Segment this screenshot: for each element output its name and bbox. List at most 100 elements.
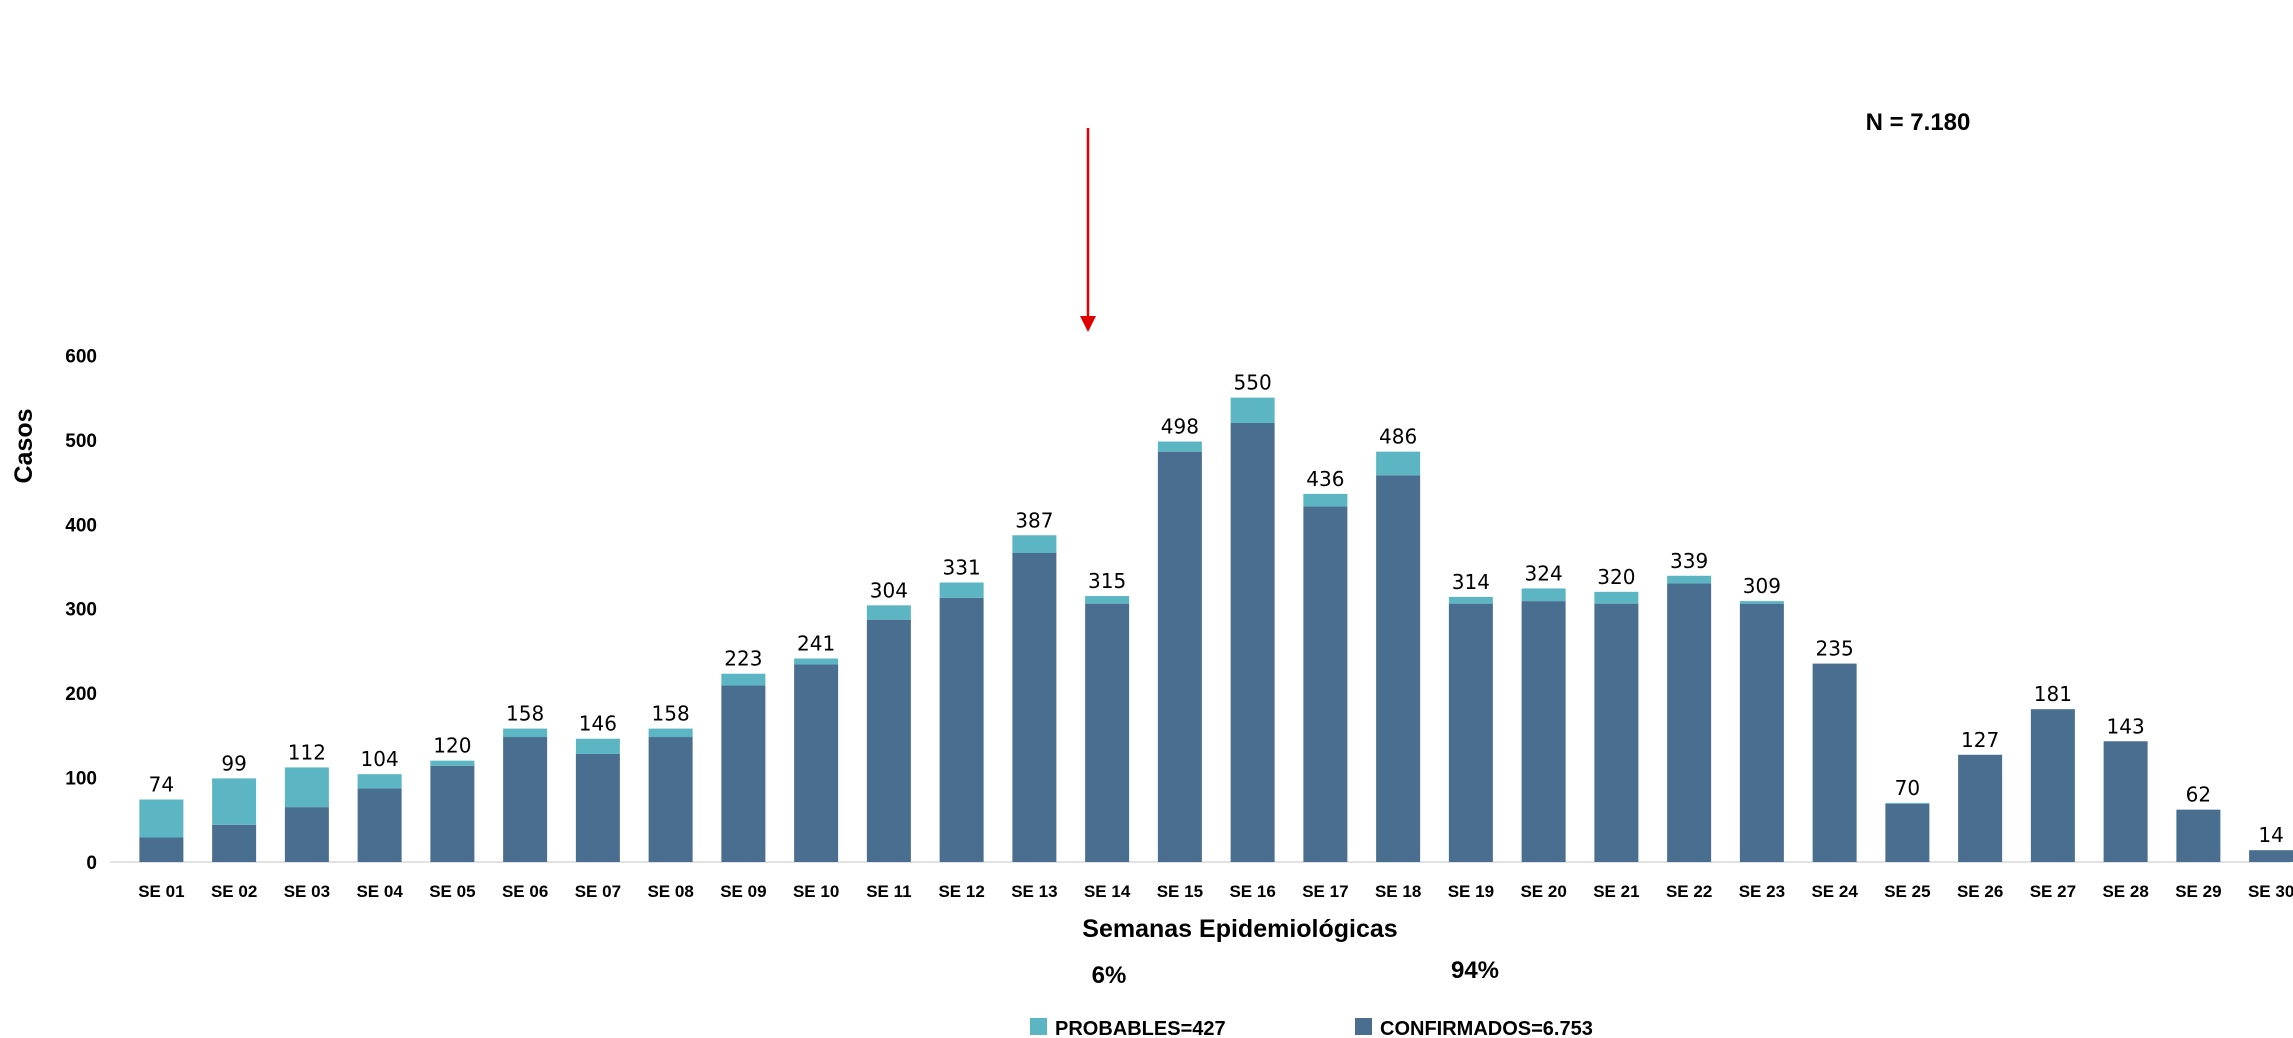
x-category-label: SE 24 bbox=[1811, 882, 1858, 901]
x-category-label: SE 29 bbox=[2175, 882, 2221, 901]
x-category-label: SE 15 bbox=[1157, 882, 1203, 901]
total-label: 112 bbox=[288, 740, 326, 764]
total-label: 181 bbox=[2034, 682, 2072, 706]
x-category-label: SE 17 bbox=[1302, 882, 1348, 901]
bar-confirmados bbox=[2030, 709, 2075, 862]
total-label: 331 bbox=[943, 556, 981, 580]
bar-probables bbox=[1230, 397, 1275, 423]
total-label: 158 bbox=[652, 702, 690, 726]
x-category-label: SE 09 bbox=[720, 882, 766, 901]
bar-probables bbox=[430, 760, 475, 766]
x-category-label: SE 20 bbox=[1520, 882, 1566, 901]
total-label: 498 bbox=[1161, 415, 1199, 439]
x-category-label: SE 02 bbox=[211, 882, 257, 901]
bar-confirmados bbox=[1594, 603, 1639, 862]
total-label: 14 bbox=[2258, 823, 2283, 847]
bar-confirmados bbox=[1376, 475, 1421, 862]
total-label: 550 bbox=[1234, 371, 1272, 395]
bar-probables bbox=[1594, 591, 1639, 604]
bar-probables bbox=[1448, 596, 1493, 604]
bar-probables bbox=[721, 673, 766, 686]
legend-label-probables: PROBABLES=427 bbox=[1055, 1018, 1226, 1038]
x-category-label: SE 27 bbox=[2030, 882, 2076, 901]
bar-confirmados bbox=[284, 807, 329, 862]
y-tick-label: 100 bbox=[65, 769, 97, 790]
bar-probables bbox=[1739, 601, 1784, 604]
total-label: 314 bbox=[1452, 570, 1490, 594]
total-label: 309 bbox=[1743, 574, 1781, 598]
bar-probables bbox=[503, 728, 548, 738]
total-label: 127 bbox=[1961, 728, 1999, 752]
x-category-label: SE 05 bbox=[429, 882, 475, 901]
x-category-label: SE 23 bbox=[1739, 882, 1785, 901]
category-labels-group: SE 01 SE 02 SE 03 SE 04 SE 05 SE 06 SE 07 SE 08… bbox=[138, 882, 2293, 901]
pct-probables: 6% bbox=[1092, 962, 1127, 989]
x-category-label: SE 08 bbox=[647, 882, 693, 901]
bar-probables bbox=[1012, 535, 1057, 553]
legend-swatch-confirmados bbox=[1355, 1018, 1372, 1035]
bar-probables bbox=[1521, 588, 1566, 602]
x-category-label: SE 01 bbox=[138, 882, 184, 901]
bar-confirmados bbox=[2176, 809, 2221, 862]
x-category-label: SE 03 bbox=[284, 882, 330, 901]
bar-confirmados bbox=[212, 824, 257, 862]
total-label: 143 bbox=[2107, 714, 2145, 738]
y-axis-ticks: 0 100 200 300 400 500 600 bbox=[65, 346, 97, 874]
x-category-label: SE 21 bbox=[1593, 882, 1639, 901]
y-tick-label: 400 bbox=[65, 515, 97, 536]
total-label: 436 bbox=[1306, 467, 1344, 491]
legend-swatch-probables bbox=[1030, 1018, 1047, 1035]
bar-confirmados bbox=[1230, 422, 1275, 862]
bar-confirmados bbox=[1303, 506, 1348, 862]
bar-confirmados bbox=[575, 753, 620, 862]
bar-probables bbox=[212, 778, 257, 825]
bar-confirmados bbox=[1085, 603, 1130, 862]
pct-confirmados: 94% bbox=[1451, 957, 1499, 984]
bar-confirmados bbox=[648, 737, 693, 862]
total-label: 339 bbox=[1670, 549, 1708, 573]
bar-probables bbox=[284, 767, 329, 808]
x-category-label: SE 07 bbox=[575, 882, 621, 901]
bar-confirmados bbox=[1157, 451, 1202, 862]
total-label: 241 bbox=[797, 632, 835, 656]
bar-probables bbox=[575, 738, 620, 754]
x-category-label: SE 28 bbox=[2102, 882, 2148, 901]
total-label: 158 bbox=[506, 702, 544, 726]
bar-confirmados bbox=[1958, 754, 2003, 862]
x-category-label: SE 04 bbox=[356, 882, 403, 901]
total-label: 324 bbox=[1525, 561, 1563, 585]
bar-confirmados bbox=[721, 685, 766, 862]
bar-confirmados bbox=[1812, 663, 1857, 862]
y-axis-title: Casos bbox=[10, 408, 38, 483]
x-category-label: SE 18 bbox=[1375, 882, 1421, 901]
bar-probables bbox=[1303, 493, 1348, 507]
red-arrow-head bbox=[1080, 316, 1096, 332]
bar-confirmados bbox=[2103, 741, 2148, 862]
bar-confirmados bbox=[430, 765, 475, 862]
bar-confirmados bbox=[2249, 850, 2293, 862]
bar-probables bbox=[794, 658, 839, 665]
total-label: 62 bbox=[2186, 783, 2211, 807]
total-labels-group: 74 99 112 104 120 158 146 158 223 241 304 331 387 315… bbox=[149, 371, 2284, 848]
bar-probables bbox=[1885, 802, 1930, 804]
x-category-label: SE 11 bbox=[866, 882, 911, 901]
total-label: 304 bbox=[870, 578, 908, 602]
x-category-label: SE 19 bbox=[1448, 882, 1494, 901]
bar-probables bbox=[1667, 575, 1712, 584]
total-label: 70 bbox=[1895, 776, 1920, 800]
y-tick-label: 0 bbox=[86, 853, 97, 874]
total-label: 120 bbox=[433, 734, 471, 758]
legend-label-confirmados: CONFIRMADOS=6.753 bbox=[1380, 1018, 1593, 1038]
bar-confirmados bbox=[866, 619, 911, 862]
x-category-label: SE 25 bbox=[1884, 882, 1930, 901]
bar-probables bbox=[939, 582, 984, 598]
total-label: 235 bbox=[1816, 637, 1854, 661]
y-tick-label: 200 bbox=[65, 684, 97, 705]
y-tick-label: 300 bbox=[65, 600, 97, 621]
bar-confirmados bbox=[1667, 583, 1712, 862]
bar-probables bbox=[1376, 451, 1421, 476]
total-label: 315 bbox=[1088, 569, 1126, 593]
x-category-label: SE 06 bbox=[502, 882, 548, 901]
bar-confirmados bbox=[357, 788, 402, 862]
